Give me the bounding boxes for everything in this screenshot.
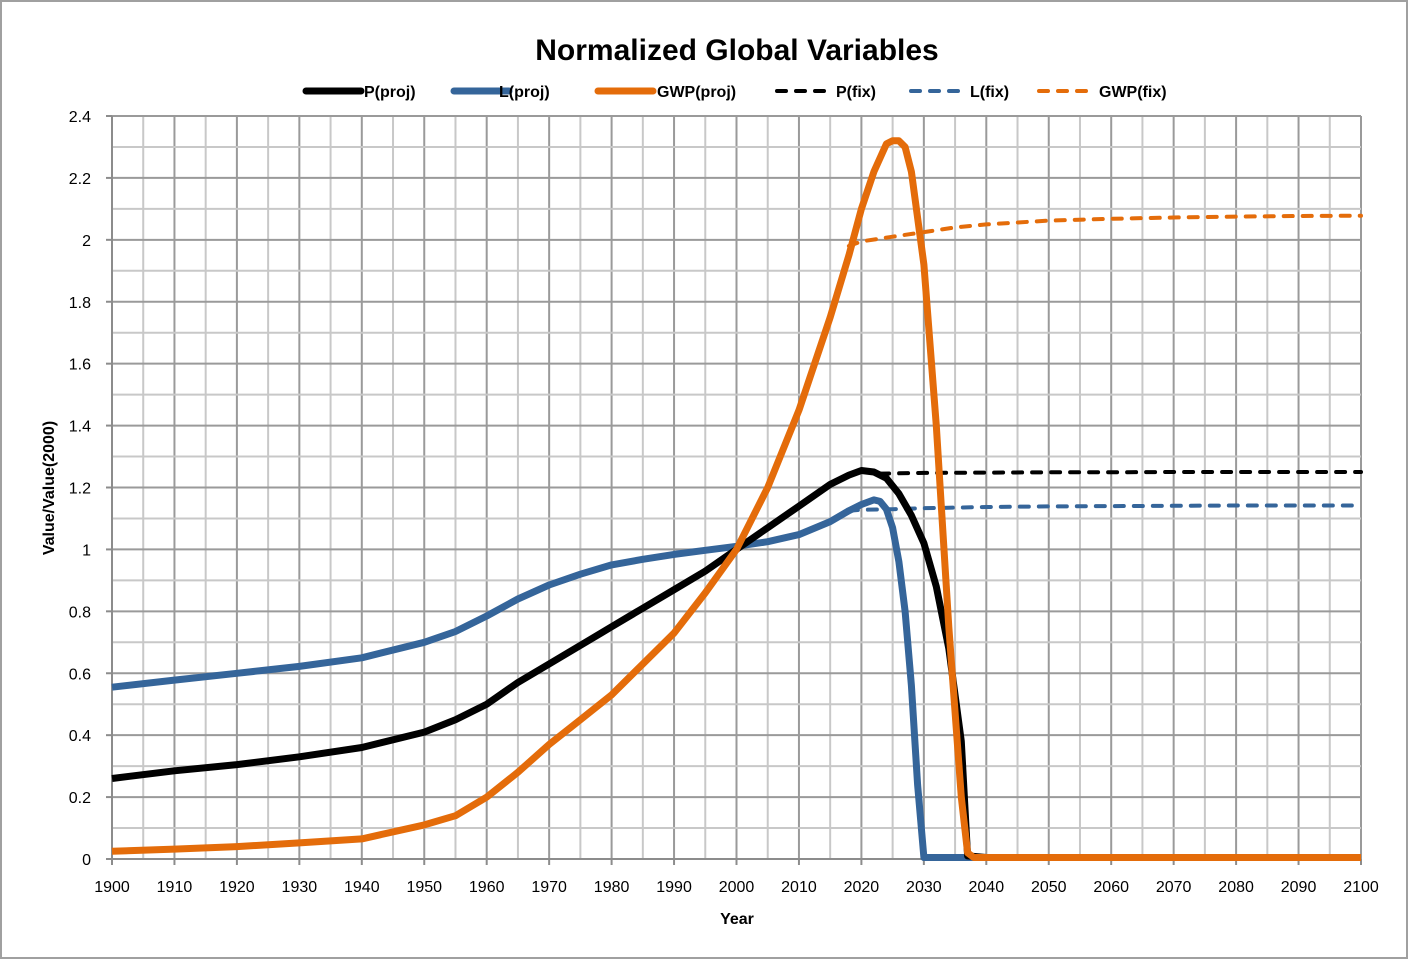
legend-item: L(proj) bbox=[450, 84, 550, 101]
legend-label: L(proj) bbox=[499, 84, 550, 101]
grid bbox=[111, 115, 1362, 860]
y-axis-label: Value/Value(2000) bbox=[41, 421, 58, 555]
series-line-l-fix bbox=[846, 503, 1363, 513]
y-tick-label: 1.2 bbox=[69, 481, 91, 498]
y-tick-label: 0 bbox=[82, 852, 91, 869]
x-tick-label: 2000 bbox=[719, 879, 755, 896]
x-tick-label: 2040 bbox=[969, 879, 1005, 896]
legend-label: L(fix) bbox=[970, 84, 1009, 101]
series-line-l-proj bbox=[111, 496, 1361, 861]
x-tick-labels: 1900 1910 1920 1930 1940 1950 1960 1970 1980 1990… bbox=[94, 879, 1379, 896]
x-tick-label: 1970 bbox=[531, 879, 567, 896]
x-tick-label: 2010 bbox=[781, 879, 817, 896]
x-tick-label: 1910 bbox=[157, 879, 193, 896]
x-tick-label: 1930 bbox=[282, 879, 318, 896]
series-line-gwp-fix bbox=[846, 213, 1363, 248]
y-tick-labels: 0 0.2 0.4 0.6 0.8 1 1.2 1.4 1.6 1.8 2 2.2 2.4 bbox=[69, 109, 91, 869]
y-tick-label: 1.4 bbox=[69, 419, 91, 436]
x-tick-label: 1950 bbox=[406, 879, 442, 896]
series-line-gwp-proj bbox=[111, 137, 1361, 861]
x-tick-label: 2100 bbox=[1343, 879, 1379, 896]
x-tick-label: 2070 bbox=[1156, 879, 1192, 896]
y-tick-label: 2.2 bbox=[69, 171, 91, 188]
legend-label: P(proj) bbox=[364, 84, 416, 101]
series-layer bbox=[111, 137, 1363, 861]
x-tick-label: 2060 bbox=[1093, 879, 1129, 896]
x-axis-label: Year bbox=[720, 911, 754, 928]
x-tick-label: 2090 bbox=[1281, 879, 1317, 896]
series-line-p-proj bbox=[111, 467, 1361, 861]
legend-item: GWP(proj) bbox=[594, 84, 736, 101]
legend-item: GWP(fix) bbox=[1037, 84, 1167, 101]
x-tick-label: 2030 bbox=[906, 879, 942, 896]
legend: P(proj) L(proj) GWP(proj) P(fix) L(fix) GWP(f… bbox=[302, 84, 1167, 101]
y-tick-label: 1 bbox=[82, 542, 91, 559]
legend-label: GWP(proj) bbox=[657, 84, 736, 101]
y-tick-label: 2 bbox=[82, 233, 91, 250]
x-tick-label: 1980 bbox=[594, 879, 630, 896]
x-tick-label: 1900 bbox=[94, 879, 130, 896]
legend-item: L(fix) bbox=[909, 84, 1009, 101]
y-tick-label: 0.8 bbox=[69, 604, 91, 621]
x-tick-label: 1990 bbox=[656, 879, 692, 896]
series-line-p-fix bbox=[878, 470, 1363, 476]
y-tick-label: 2.4 bbox=[69, 109, 91, 126]
legend-label: GWP(fix) bbox=[1099, 84, 1167, 101]
x-tick-label: 1940 bbox=[344, 879, 380, 896]
legend-item: P(fix) bbox=[775, 84, 876, 101]
x-tick-label: 2050 bbox=[1031, 879, 1067, 896]
x-tick-label: 2080 bbox=[1218, 879, 1254, 896]
chart-title: Normalized Global Variables bbox=[535, 34, 938, 67]
y-tick-label: 0.4 bbox=[69, 728, 91, 745]
legend-label: P(fix) bbox=[836, 84, 876, 101]
y-tick-label: 0.2 bbox=[69, 790, 91, 807]
y-tick-label: 1.6 bbox=[69, 357, 91, 374]
x-tick-label: 1960 bbox=[469, 879, 505, 896]
y-tick-label: 1.8 bbox=[69, 295, 91, 312]
legend-item: P(proj) bbox=[302, 84, 416, 101]
x-tick-label: 1920 bbox=[219, 879, 255, 896]
x-tick-label: 2020 bbox=[844, 879, 880, 896]
y-tick-label: 0.6 bbox=[69, 666, 91, 683]
